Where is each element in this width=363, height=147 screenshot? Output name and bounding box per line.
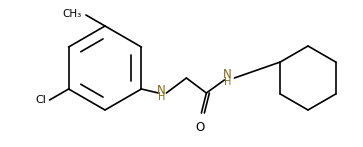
Text: H: H [158, 92, 165, 102]
Text: Cl: Cl [36, 95, 46, 105]
Text: H: H [224, 77, 231, 87]
Text: N: N [157, 83, 166, 96]
Text: N: N [223, 69, 232, 81]
Text: CH₃: CH₃ [63, 9, 82, 19]
Text: O: O [196, 121, 205, 134]
